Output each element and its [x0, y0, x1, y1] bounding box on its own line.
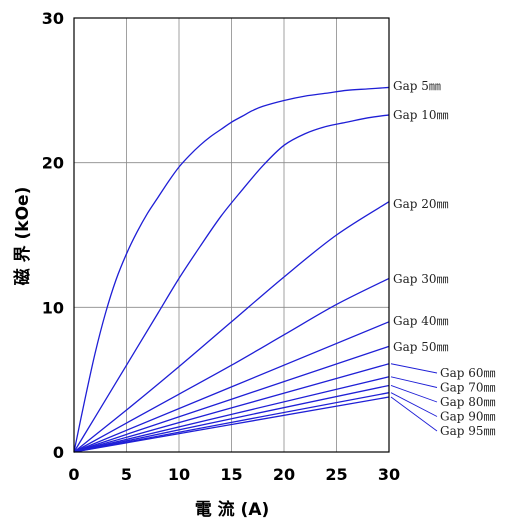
y-tick-label: 30 — [42, 9, 64, 28]
y-tick-label: 0 — [53, 443, 64, 462]
series-label: Gap 10㎜ — [393, 108, 449, 122]
y-tick-label: 10 — [42, 298, 64, 317]
series-label: Gap 90㎜ — [440, 410, 496, 424]
series-line — [73, 345, 390, 453]
x-tick-label: 20 — [273, 465, 295, 484]
x-tick-label: 10 — [168, 465, 190, 484]
label-leader — [390, 385, 438, 403]
series-label: Gap 40㎜ — [393, 314, 449, 328]
series-curves — [73, 86, 390, 453]
series-label: Gap 95㎜ — [440, 424, 496, 438]
series-line — [73, 376, 390, 453]
series-line — [73, 321, 390, 453]
x-tick-label: 15 — [220, 465, 242, 484]
x-tick-label: 25 — [325, 465, 347, 484]
series-label: Gap 60㎜ — [440, 366, 496, 380]
tick-labels: 0 5 10 15 20 25 30 0 10 20 30 — [42, 9, 400, 484]
series-line — [73, 363, 390, 453]
series-line — [73, 86, 390, 453]
label-leaders — [390, 363, 438, 432]
label-leader — [390, 376, 438, 388]
series-line — [73, 114, 390, 453]
x-tick-label: 0 — [68, 465, 79, 484]
series-label: Gap 30㎜ — [393, 272, 449, 286]
series-line — [73, 396, 390, 453]
x-axis-title: 電 流 (A) — [195, 499, 270, 520]
series-labels: Gap 5㎜ Gap 10㎜ Gap 20㎜ Gap 30㎜ Gap 40㎜ Gap 50… — [393, 79, 496, 438]
y-axis-title: 磁 界 (kOe) — [12, 187, 33, 286]
x-tick-label: 5 — [121, 465, 132, 484]
series-label: Gap 20㎜ — [393, 197, 449, 211]
label-leader — [390, 396, 438, 432]
series-label: Gap 5㎜ — [393, 79, 441, 93]
series-line — [73, 201, 390, 453]
series-label: Gap 80㎜ — [440, 395, 496, 409]
y-tick-label: 20 — [42, 154, 64, 173]
label-leader — [390, 363, 438, 374]
series-label: Gap 70㎜ — [440, 381, 496, 395]
plot-frame — [73, 17, 390, 453]
label-leader — [390, 392, 438, 417]
x-tick-label: 30 — [378, 465, 400, 484]
series-line — [73, 277, 390, 453]
series-label: Gap 50㎜ — [393, 340, 449, 354]
